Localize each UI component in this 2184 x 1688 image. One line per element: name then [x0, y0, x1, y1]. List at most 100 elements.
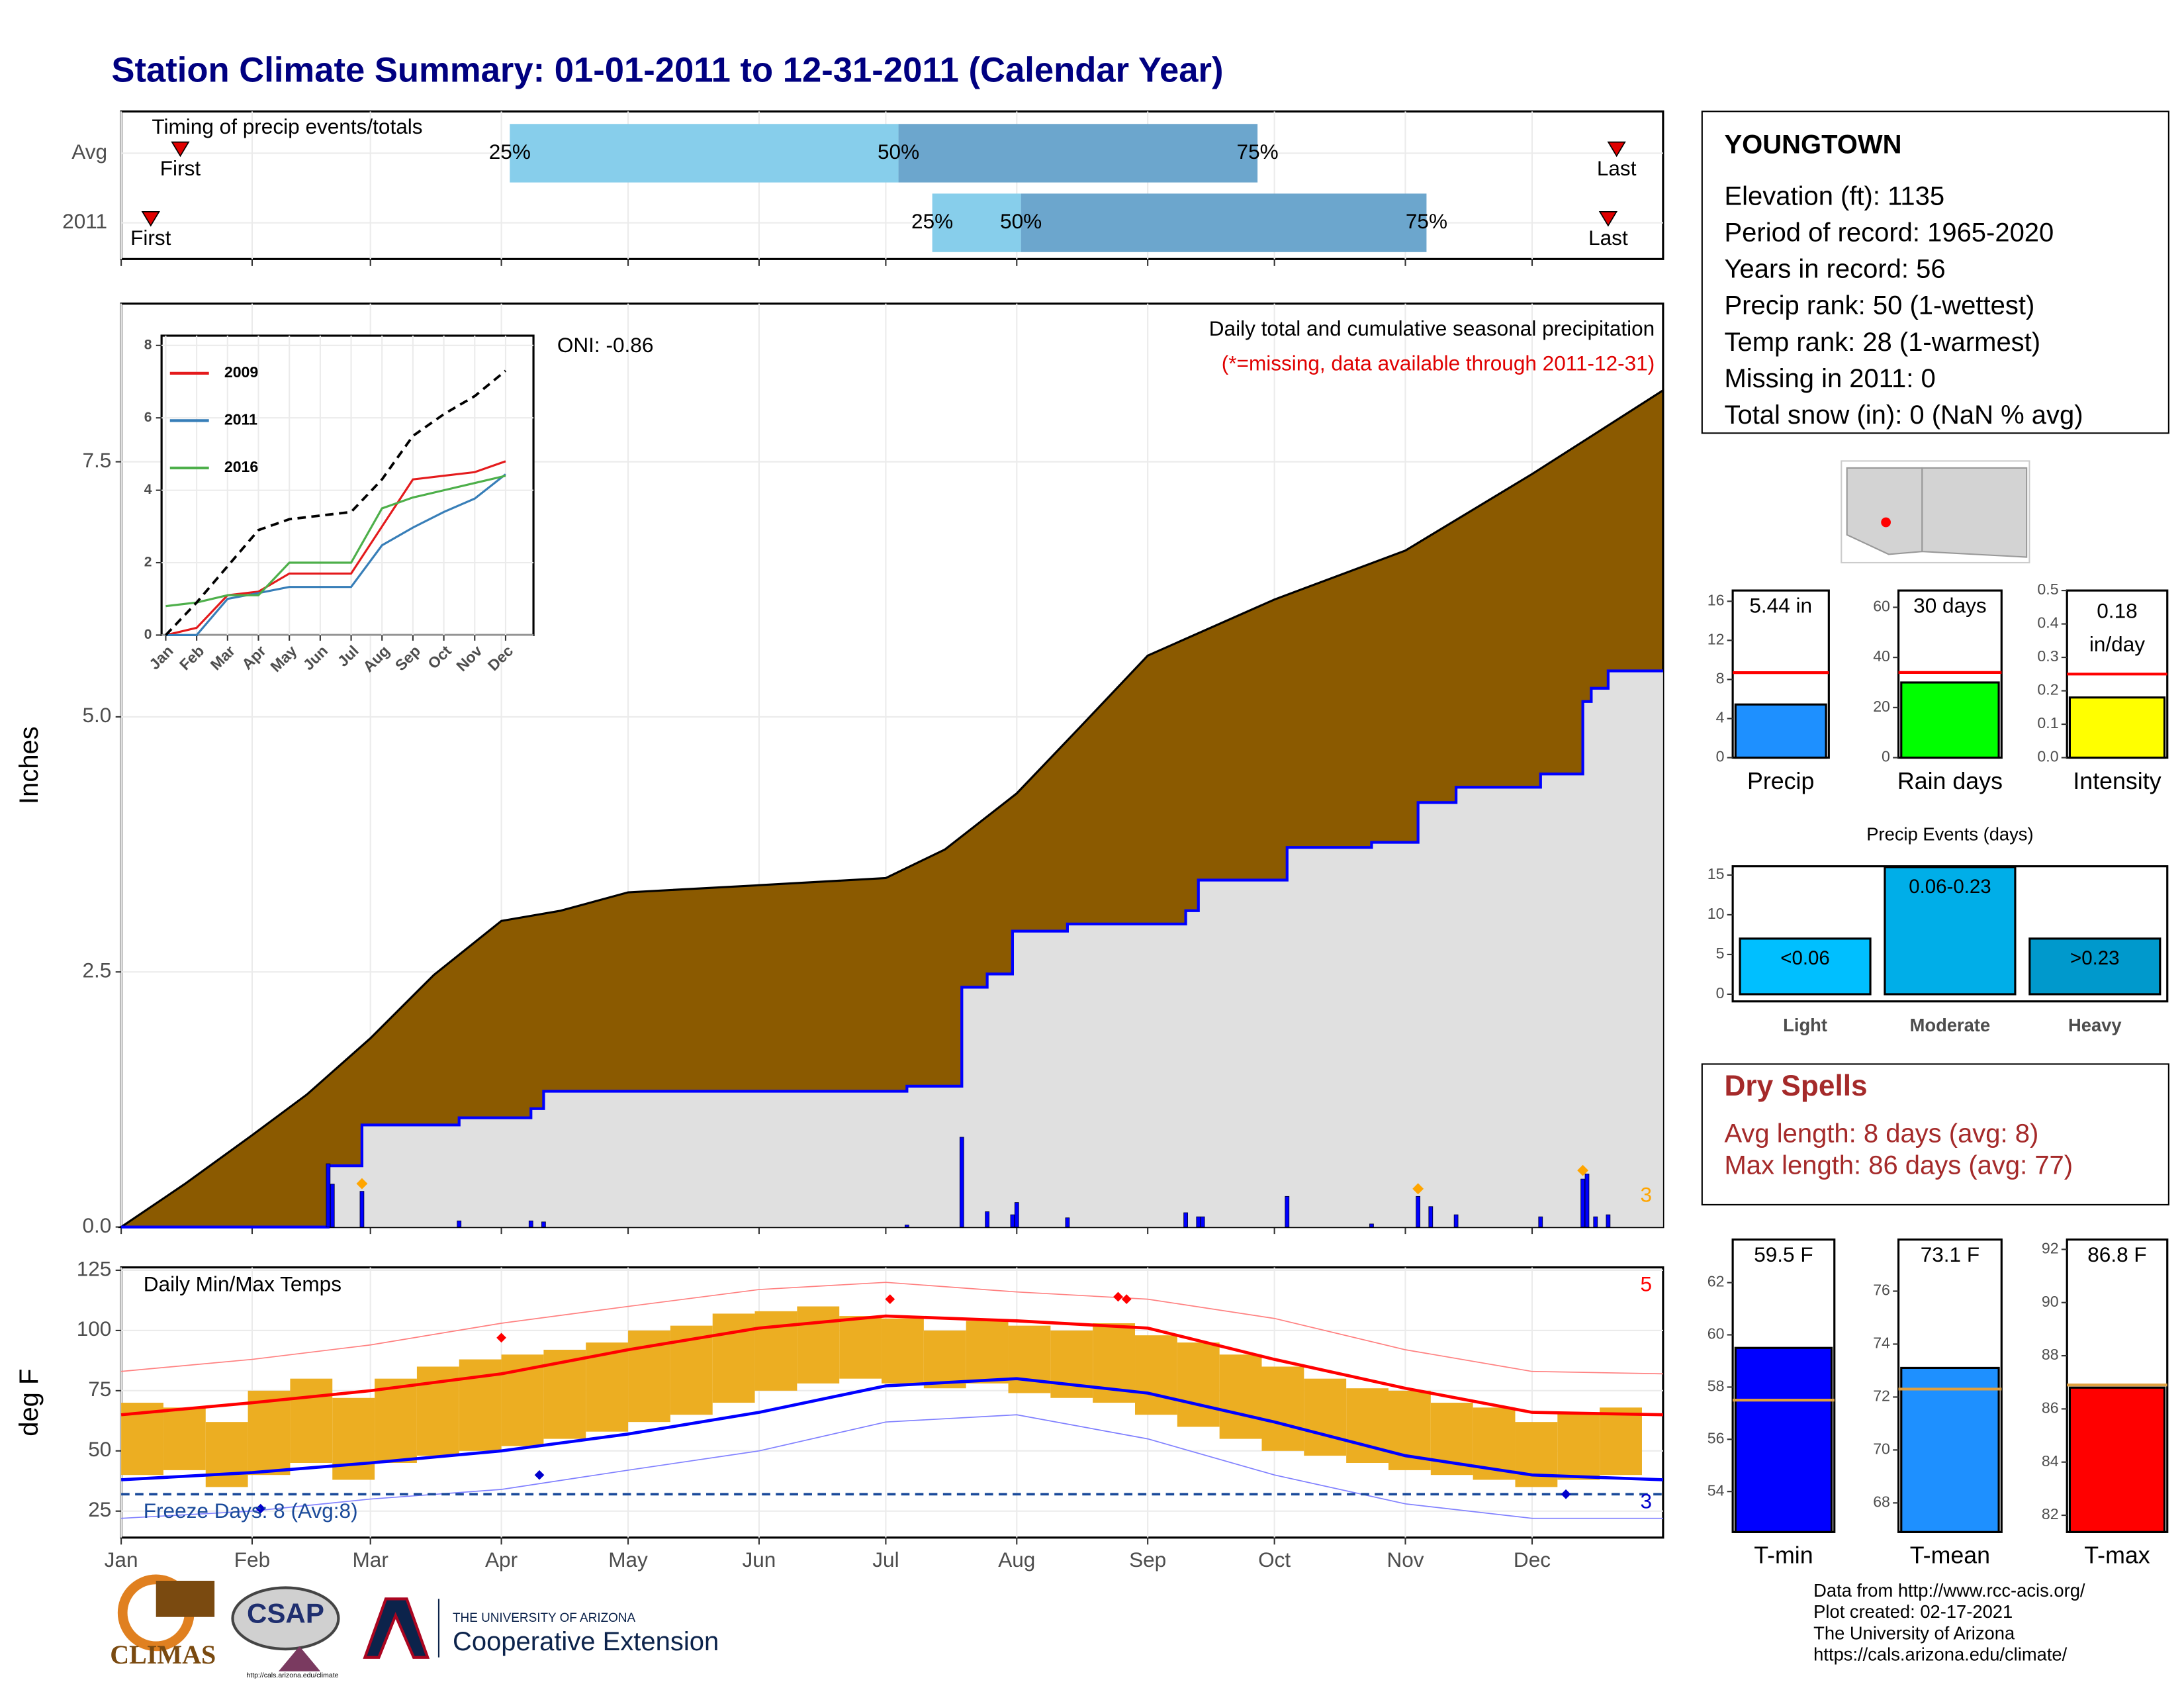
x-tick-label: T-min: [1754, 1542, 1813, 1569]
locator-map: [1841, 460, 2030, 564]
daily-temp-bar: [923, 1330, 966, 1389]
x-tick-label: Moderate: [1910, 1015, 1991, 1035]
record-marker: [885, 1294, 895, 1304]
quantile-label: 50%: [1000, 209, 1042, 233]
y-tick-label: 0.3: [2037, 647, 2058, 665]
y-tick-label: 90: [2042, 1293, 2059, 1310]
daily-temp-bar: [966, 1321, 1009, 1383]
record-marker: [1561, 1489, 1571, 1499]
x-tick-label: Sep: [1129, 1548, 1166, 1571]
page-title: Station Climate Summary: 01-01-2011 to 1…: [111, 50, 1223, 89]
quantile-bar: [1021, 193, 1427, 252]
climas-mark: [156, 1580, 215, 1617]
quantile-label: 75%: [1237, 140, 1279, 164]
y-tick-label: 60: [1873, 598, 1890, 615]
y-tick-label: 82: [2042, 1505, 2059, 1523]
y-tick-label: 75: [88, 1377, 111, 1401]
quantile-bar: [510, 124, 899, 183]
average-max-line: [120, 1314, 1663, 1417]
plot-frame: [160, 334, 535, 636]
y-tick-label: 86: [2042, 1399, 2059, 1416]
timing-title: Timing of precip events/totals: [152, 115, 422, 138]
bar: [2068, 1386, 2166, 1533]
daily-bar: [1010, 1214, 1015, 1228]
daily-temp-bar: [1346, 1388, 1388, 1463]
x-tick-label: Rain days: [1897, 768, 2003, 794]
y-tick-label: 68: [1873, 1493, 1890, 1510]
daily-temp-bar: [839, 1316, 882, 1379]
average-min-line: [120, 1377, 1663, 1481]
station-info: Years in record: 56: [1724, 255, 1945, 284]
daily-bar: [1453, 1214, 1459, 1228]
daily-bar: [1196, 1216, 1201, 1228]
record-marker: [255, 1503, 266, 1514]
y-tick-label: 74: [1873, 1335, 1890, 1352]
daily-bar: [457, 1220, 462, 1228]
record-max-line: [121, 1282, 1663, 1375]
x-tick-label: T-mean: [1910, 1542, 1990, 1569]
series-line: [165, 460, 506, 636]
y-tick-label: 10: [1707, 905, 1725, 922]
ua-logo: [363, 1597, 430, 1659]
daily-temp-bar: [712, 1313, 755, 1403]
timing-marker: [1607, 141, 1626, 158]
legend-label: 2011: [224, 411, 257, 428]
dry-spells-title: Dry Spells: [1724, 1070, 1867, 1102]
timing-marker: [141, 211, 160, 227]
x-tick-label: May: [608, 1548, 648, 1571]
y-tick-label: 6: [144, 410, 152, 425]
y-tick-label: 5: [1716, 945, 1725, 962]
value-label: 0.06-0.23: [1909, 876, 1991, 898]
daily-temp-bar: [882, 1318, 924, 1383]
y-tick-label: 0.2: [2037, 681, 2058, 698]
x-tick-label: Jun: [742, 1548, 776, 1571]
record-marker: [1113, 1291, 1123, 1302]
x-tick-label: Jan: [105, 1548, 138, 1571]
record-low-count: 3: [1640, 1489, 1652, 1513]
daily-bar: [1065, 1217, 1070, 1228]
daily-bar: [959, 1137, 964, 1228]
footer-line: Data from http://www.rcc-acis.org/: [1813, 1580, 2085, 1601]
record-marker: [496, 1333, 506, 1343]
daily-bar: [1200, 1216, 1205, 1228]
daily-bar: [1606, 1214, 1611, 1228]
timing-marker-label: Last: [1597, 156, 1637, 180]
daily-bar: [1183, 1212, 1188, 1228]
y-tick-label: 88: [2042, 1346, 2059, 1363]
station-info: Precip rank: 50 (1-wettest): [1724, 291, 2034, 320]
logos: CLIMAS CSAP http://cals.arizona.edu/clim…: [110, 1574, 719, 1679]
cumulative-fill: [121, 671, 1663, 1227]
daily-bar: [1584, 1174, 1590, 1228]
y-tick-label: 84: [2042, 1452, 2059, 1470]
daily-temp-bar: [797, 1306, 840, 1383]
daily-bar: [541, 1221, 546, 1228]
y-tick-label: 0.1: [2037, 714, 2058, 731]
y-tick-label: 0: [1716, 984, 1725, 1002]
daily-bar: [1285, 1196, 1290, 1228]
y-tick-label: 62: [1707, 1273, 1725, 1290]
bar: [1739, 937, 1872, 996]
y-tick-label: 100: [77, 1317, 112, 1340]
station-info: Period of record: 1965-2020: [1724, 218, 2054, 247]
x-tick-label: Mar: [353, 1548, 388, 1571]
y-tick-label: 70: [1873, 1440, 1890, 1458]
y-tick-label: 7.5: [83, 448, 112, 472]
y-tick-label: 92: [2042, 1239, 2059, 1256]
y-tick-label: 56: [1707, 1429, 1725, 1446]
daily-bar: [904, 1225, 909, 1228]
x-tick-label: Feb: [234, 1548, 270, 1571]
station-name: YOUNGTOWN: [1724, 130, 1901, 159]
y-tick-label: 0.0: [83, 1213, 112, 1237]
station-dot: [1881, 517, 1891, 528]
freeze-label: Freeze Days: 8 (Avg:8): [144, 1499, 358, 1523]
x-tick-label: Heavy: [2068, 1015, 2122, 1035]
y-tick-label: 40: [1873, 647, 1890, 665]
timing-marker-label: First: [160, 156, 201, 180]
daily-temp-bar: [1557, 1412, 1600, 1480]
timing-marker-label: Last: [1588, 226, 1628, 250]
y-tick-label: 0.4: [2037, 614, 2058, 632]
daily-bar: [1593, 1216, 1598, 1228]
footer-line: Plot created: 02-17-2021: [1813, 1601, 2013, 1622]
x-tick-label: T-max: [2084, 1542, 2150, 1569]
daily-temp-bar: [1600, 1407, 1642, 1476]
